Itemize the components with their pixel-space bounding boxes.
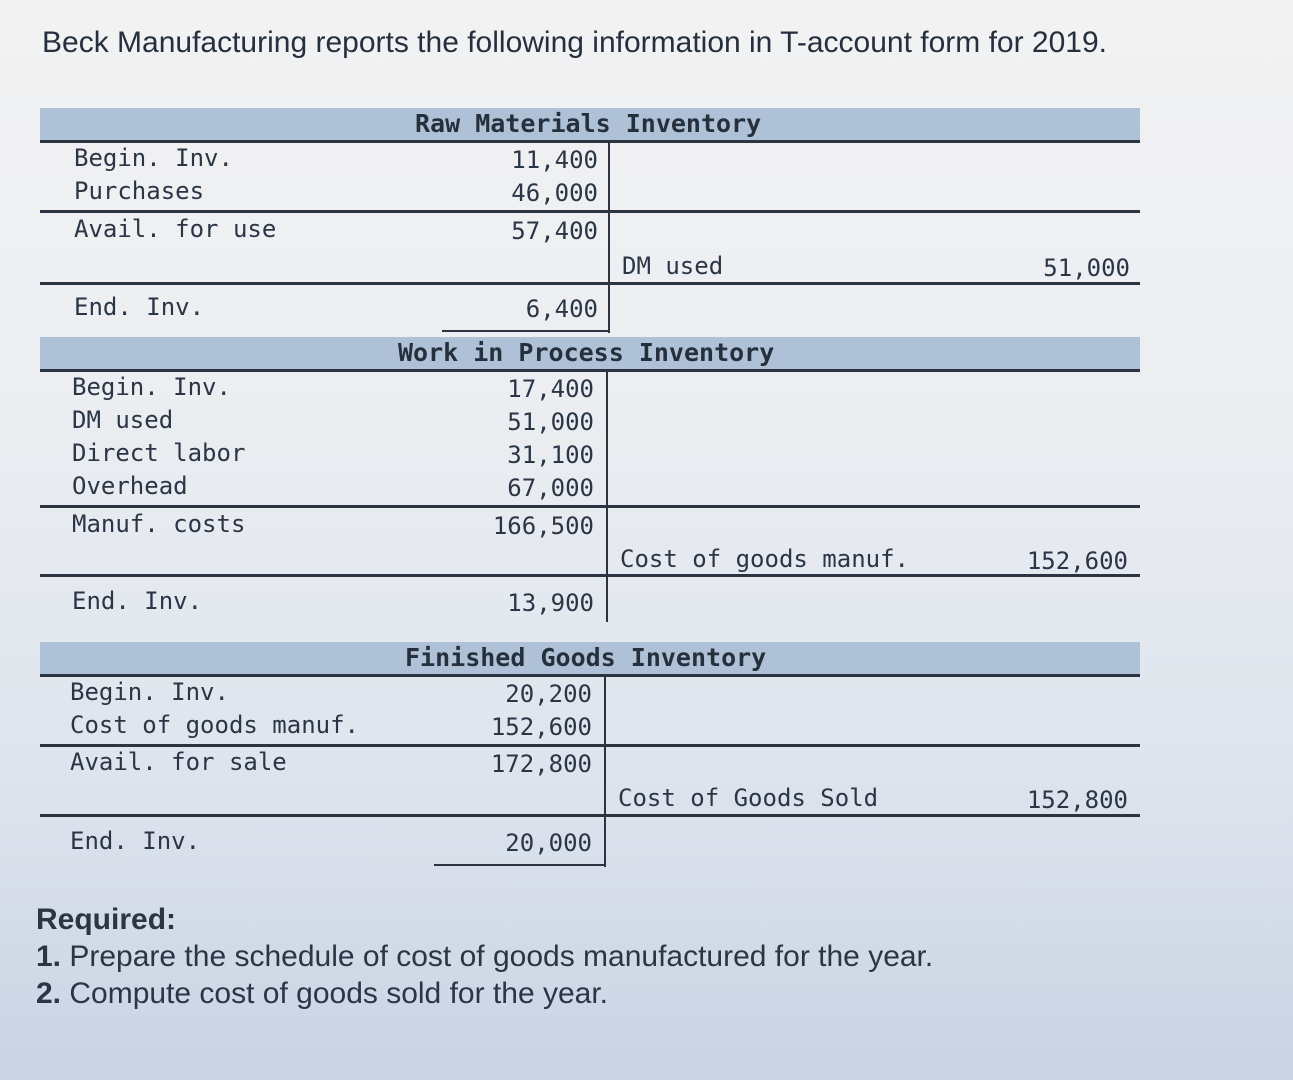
item-text: Compute cost of goods sold for the year. xyxy=(61,977,609,1010)
cost-of-goods-manuf-value: 152,600 xyxy=(490,713,592,741)
end-inv-value: 13,900 xyxy=(507,589,594,617)
dm-used-label: DM used xyxy=(72,406,174,434)
end-inv-value: 6,400 xyxy=(525,295,598,323)
avail-for-sale-value: 172,800 xyxy=(490,750,592,778)
dm-used-value: 51,000 xyxy=(1043,254,1130,282)
dm-used-value: 51,000 xyxy=(507,408,594,436)
avail-for-use-value: 57,400 xyxy=(511,217,598,245)
end-inv-label: End. Inv. xyxy=(70,827,201,855)
intro-text: Beck Manufacturing reports the following… xyxy=(42,26,1107,59)
required-item-2: 2. Compute cost of goods sold for the ye… xyxy=(36,977,933,1011)
required-title: Required: xyxy=(36,903,177,936)
t-account-title: Raw Materials Inventory xyxy=(415,109,762,138)
overhead-label: Overhead xyxy=(72,472,188,500)
direct-labor-value: 31,100 xyxy=(507,441,594,469)
t-account-header: Raw Materials Inventory xyxy=(40,108,1140,143)
cost-of-goods-manuf-label: Cost of goods manuf. xyxy=(70,711,359,739)
cost-of-goods-sold-value: 152,800 xyxy=(1026,786,1128,814)
manuf-costs-value: 166,500 xyxy=(492,512,594,540)
t-account-title: Finished Goods Inventory xyxy=(405,643,767,672)
cost-of-goods-manuf-label: Cost of goods manuf. xyxy=(620,545,909,573)
begin-inv-label: Begin. Inv. xyxy=(70,678,229,706)
raw-materials-t-account: Raw Materials Inventory Begin. Inv. 11,4… xyxy=(40,108,1140,338)
cost-of-goods-sold-label: Cost of Goods Sold xyxy=(618,784,879,812)
work-in-process-t-account: Work in Process Inventory Begin. Inv. 17… xyxy=(40,337,1140,629)
begin-inv-label: Begin. Inv. xyxy=(72,373,231,401)
overhead-value: 67,000 xyxy=(507,474,594,502)
t-account-header: Work in Process Inventory xyxy=(40,337,1140,372)
purchases-value: 46,000 xyxy=(511,179,598,207)
begin-inv-label: Begin. Inv. xyxy=(74,144,233,172)
cost-of-goods-manuf-value: 152,600 xyxy=(1026,547,1128,575)
end-inv-label: End. Inv. xyxy=(74,293,205,321)
item-text: Prepare the schedule of cost of goods ma… xyxy=(61,940,934,973)
t-account-header: Finished Goods Inventory xyxy=(40,642,1140,677)
manuf-costs-label: Manuf. costs xyxy=(72,510,246,538)
begin-inv-value: 20,200 xyxy=(505,680,592,708)
begin-inv-value: 11,400 xyxy=(511,146,598,174)
finished-goods-t-account: Finished Goods Inventory Begin. Inv. 20,… xyxy=(40,642,1140,870)
avail-for-sale-label: Avail. for sale xyxy=(70,748,287,776)
item-number: 1. xyxy=(36,940,62,973)
required-item-1: 1. Prepare the schedule of cost of goods… xyxy=(36,940,933,974)
end-inv-value: 20,000 xyxy=(505,829,592,857)
required-section: Required: 1. Prepare the schedule of cos… xyxy=(36,903,933,1011)
begin-inv-value: 17,400 xyxy=(507,375,594,403)
avail-for-use-label: Avail. for use xyxy=(74,215,277,243)
dm-used-label: DM used xyxy=(622,252,724,280)
t-account-title: Work in Process Inventory xyxy=(398,338,775,367)
direct-labor-label: Direct labor xyxy=(72,439,246,467)
end-inv-label: End. Inv. xyxy=(72,587,203,615)
purchases-label: Purchases xyxy=(74,177,205,205)
item-number: 2. xyxy=(36,977,62,1010)
